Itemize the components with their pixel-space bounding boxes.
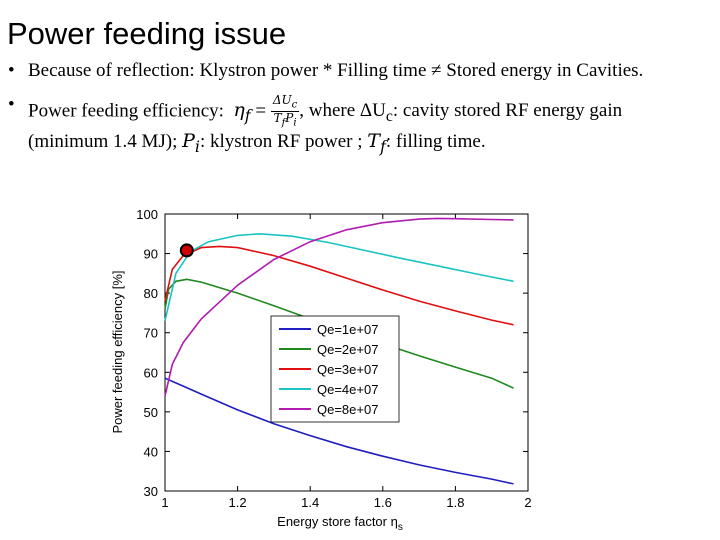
fraction-denominator: TfPi [273,111,297,129]
y-tick-label: 100 [136,207,158,222]
legend-label: Qe=2e+07 [317,342,378,357]
y-tick-label: 40 [144,444,158,459]
bullet-reflection: • Because of reflection: Klystron power … [6,60,714,82]
bullet-reflection-text: Because of reflection: Klystron power * … [28,60,644,81]
y-tick-label: 80 [144,286,158,301]
x-axis-label: Energy store factor ηs [277,514,403,533]
x-tick-label: 2 [524,495,531,510]
x-tick-label: 1.4 [301,495,319,510]
y-tick-label: 30 [144,484,158,499]
legend-label: Qe=4e+07 [317,382,378,397]
efficiency-lead: Power feeding efficiency: [28,100,224,122]
highlight-point-marker [179,243,194,258]
x-tick-label: 1.2 [229,495,247,510]
legend-label: Qe=1e+07 [317,322,378,337]
eta-symbol: ηf [233,99,251,126]
efficiency-where: , where ΔUc: cavity stored RF energy gai… [299,100,623,126]
bullet-dot: • [8,94,15,115]
y-tick-label: 70 [144,326,158,341]
bullet-efficiency: • Power feeding efficiency: ηf = ΔUc TfP… [6,94,714,158]
efficiency-fraction: ΔUc TfPi [270,93,300,130]
x-tick-label: 1.6 [374,495,392,510]
equals-sign: = [255,100,267,122]
bullet-dot: • [8,60,15,81]
legend-label: Qe=8e+07 [317,402,378,417]
legend: Qe=1e+07 Qe=2e+07 Qe=3e+07 Qe=4e+07 Qe=8e+07 [270,315,400,423]
efficiency-line2: (minimum 1.4 MJ); Pi: klystron RF power … [28,129,486,156]
y-tick-label: 60 [144,365,158,380]
legend-label: Qe=3e+07 [317,362,378,377]
bullet-list: • Because of reflection: Klystron power … [6,60,714,170]
efficiency-chart: 30 40 50 60 70 80 90 100 1 1.2 1.4 1.6 1.8 2 Power f… [110,207,532,533]
x-tick-label: 1.8 [446,495,464,510]
series-line [164,278,514,389]
y-axis-label: Power feeding efficiency [%] [110,270,125,433]
y-tick-label: 90 [144,247,158,262]
series-line [164,217,514,397]
fraction-numerator: ΔUc [270,93,300,113]
series-line [164,377,514,485]
y-tick-label: 50 [144,405,158,420]
x-tick-label: 1 [161,495,168,510]
slide-title: Power feeding issue [7,16,287,51]
